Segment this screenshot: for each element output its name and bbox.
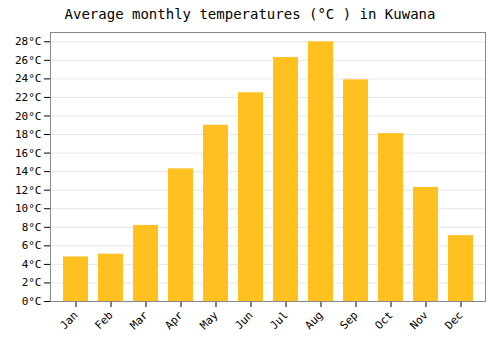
svg-text:Sep: Sep bbox=[337, 309, 360, 332]
svg-text:12°C: 12°C bbox=[15, 184, 42, 197]
svg-text:28°C: 28°C bbox=[15, 35, 42, 48]
svg-text:22°C: 22°C bbox=[15, 91, 42, 104]
svg-text:6°C: 6°C bbox=[22, 239, 42, 252]
svg-text:0°C: 0°C bbox=[22, 295, 42, 308]
svg-text:10°C: 10°C bbox=[15, 202, 42, 215]
svg-text:16°C: 16°C bbox=[15, 147, 42, 160]
svg-text:Jul: Jul bbox=[267, 309, 290, 332]
svg-text:24°C: 24°C bbox=[15, 72, 42, 85]
svg-text:Nov: Nov bbox=[407, 308, 431, 332]
svg-text:Jun: Jun bbox=[232, 309, 255, 332]
svg-text:18°C: 18°C bbox=[15, 128, 42, 141]
svg-text:20°C: 20°C bbox=[15, 110, 42, 123]
svg-text:14°C: 14°C bbox=[15, 165, 42, 178]
svg-text:Jan: Jan bbox=[57, 309, 80, 332]
svg-text:Apr: Apr bbox=[162, 308, 186, 332]
svg-text:8°C: 8°C bbox=[22, 221, 42, 234]
svg-text:Mar: Mar bbox=[127, 308, 151, 332]
svg-text:4°C: 4°C bbox=[22, 258, 42, 271]
svg-text:Dec: Dec bbox=[442, 309, 465, 332]
svg-text:Feb: Feb bbox=[92, 309, 115, 332]
svg-text:Aug: Aug bbox=[302, 309, 325, 332]
svg-text:2°C: 2°C bbox=[22, 276, 42, 289]
svg-text:May: May bbox=[197, 308, 221, 332]
svg-text:Oct: Oct bbox=[372, 309, 395, 332]
html-text:Average monthly temperatures (: Average monthly temperatures (°C ) in Ku… bbox=[64, 6, 436, 22]
svg-text:26°C: 26°C bbox=[15, 54, 42, 67]
